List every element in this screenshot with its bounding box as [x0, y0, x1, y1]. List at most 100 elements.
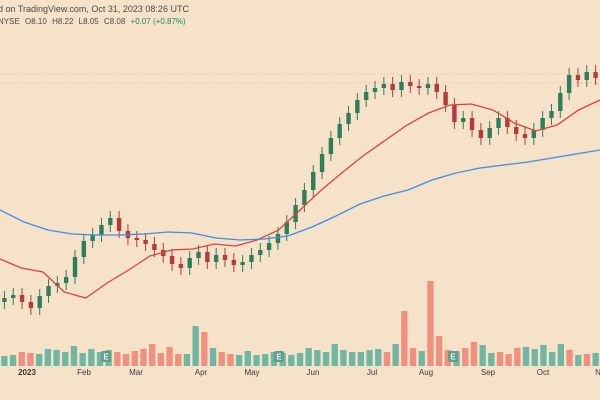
candle — [416, 79, 422, 95]
exchange-label: NYSE — [0, 17, 20, 26]
candle — [116, 211, 122, 238]
candle — [266, 236, 272, 257]
x-label-mar: Mar — [129, 368, 143, 377]
volume-bar — [549, 352, 556, 366]
svg-text:E: E — [450, 353, 456, 362]
volume-bar — [44, 349, 51, 366]
volume-bar — [201, 332, 208, 366]
volume-bar — [488, 353, 495, 366]
volume-bar — [444, 350, 451, 366]
candle — [584, 65, 589, 87]
volume-bar — [88, 349, 95, 366]
volume-bar — [183, 354, 191, 366]
volume-bar — [70, 346, 78, 366]
x-label-nov: N — [595, 368, 600, 377]
candle — [284, 215, 289, 241]
volume-bar — [270, 352, 278, 366]
candle — [134, 231, 139, 247]
candle — [425, 77, 431, 95]
volume-bar — [140, 349, 147, 366]
moving-average-long-line — [0, 149, 600, 241]
earnings-marker[interactable]: E — [101, 351, 111, 362]
volume-bar — [349, 352, 356, 366]
candle — [496, 111, 501, 135]
candle — [355, 93, 360, 120]
volume-bar — [375, 349, 382, 366]
candle — [19, 288, 25, 309]
x-label-may: May — [244, 368, 260, 377]
open-value: O8.10 — [25, 17, 47, 26]
volume-bar — [9, 355, 17, 366]
volume-bar — [209, 348, 217, 366]
volume-bar — [149, 344, 156, 366]
volume-bar — [505, 354, 512, 366]
candle — [37, 289, 42, 315]
volume-bar — [392, 344, 399, 366]
volume-bar — [522, 347, 530, 366]
candle — [108, 211, 113, 232]
candle — [311, 165, 316, 197]
volume-bar — [62, 352, 69, 366]
volume-bar — [557, 344, 564, 366]
x-label-jun: Jun — [306, 368, 320, 377]
time-axis: 2023 Feb Mar Apr May Jun Jul Aug Sep Oct… — [0, 366, 600, 400]
candle — [63, 270, 69, 290]
svg-text:E: E — [276, 353, 282, 362]
candle — [337, 117, 342, 145]
volume-bar — [131, 351, 138, 366]
candle — [461, 111, 466, 129]
candle — [487, 121, 492, 145]
earnings-marker[interactable]: E — [448, 351, 458, 362]
volume-bar — [27, 353, 34, 366]
x-label-aug: Aug — [418, 368, 434, 377]
candle — [11, 288, 16, 305]
candle — [2, 291, 7, 309]
volume-bar — [496, 352, 504, 366]
candle — [566, 68, 572, 100]
volume-bar — [331, 344, 338, 366]
candle — [531, 123, 537, 145]
candle — [46, 279, 51, 303]
candle — [213, 248, 219, 269]
volume-bar — [470, 342, 478, 366]
candle — [258, 243, 263, 262]
candle — [372, 81, 378, 99]
volume-bar — [175, 354, 182, 366]
x-label-feb: Feb — [77, 368, 91, 377]
volume-bar — [427, 281, 434, 366]
volume-bar — [166, 347, 173, 366]
volume-bar — [383, 352, 391, 366]
volume-bar — [114, 352, 121, 366]
candle — [143, 233, 148, 251]
volume-bar — [436, 336, 443, 366]
change-value: +0.07 (+0.87%) — [130, 17, 186, 26]
candle — [399, 75, 404, 97]
high-value: H8.22 — [52, 17, 74, 26]
volume-bar — [479, 345, 486, 366]
volume-bar — [514, 348, 521, 366]
candle — [231, 253, 237, 272]
earnings-marker[interactable]: E — [274, 351, 284, 362]
candle — [222, 248, 228, 267]
candle — [593, 65, 598, 85]
volume-bar — [79, 353, 86, 366]
volume-bar — [244, 351, 251, 366]
candle — [575, 68, 581, 87]
candle — [434, 77, 439, 99]
x-label-apr: Apr — [194, 368, 208, 377]
candle — [452, 98, 457, 129]
volume-bar — [366, 350, 373, 366]
x-label-oct: Oct — [536, 368, 550, 377]
candle — [302, 183, 307, 212]
volume-bar — [1, 356, 8, 366]
candle — [505, 111, 510, 134]
candle — [81, 234, 87, 264]
volume-bar — [96, 352, 104, 366]
volume-bar — [418, 351, 425, 366]
volume-bar — [296, 353, 304, 366]
low-value: L8.05 — [78, 17, 99, 26]
candle — [55, 276, 60, 293]
volume-bar — [409, 348, 417, 366]
